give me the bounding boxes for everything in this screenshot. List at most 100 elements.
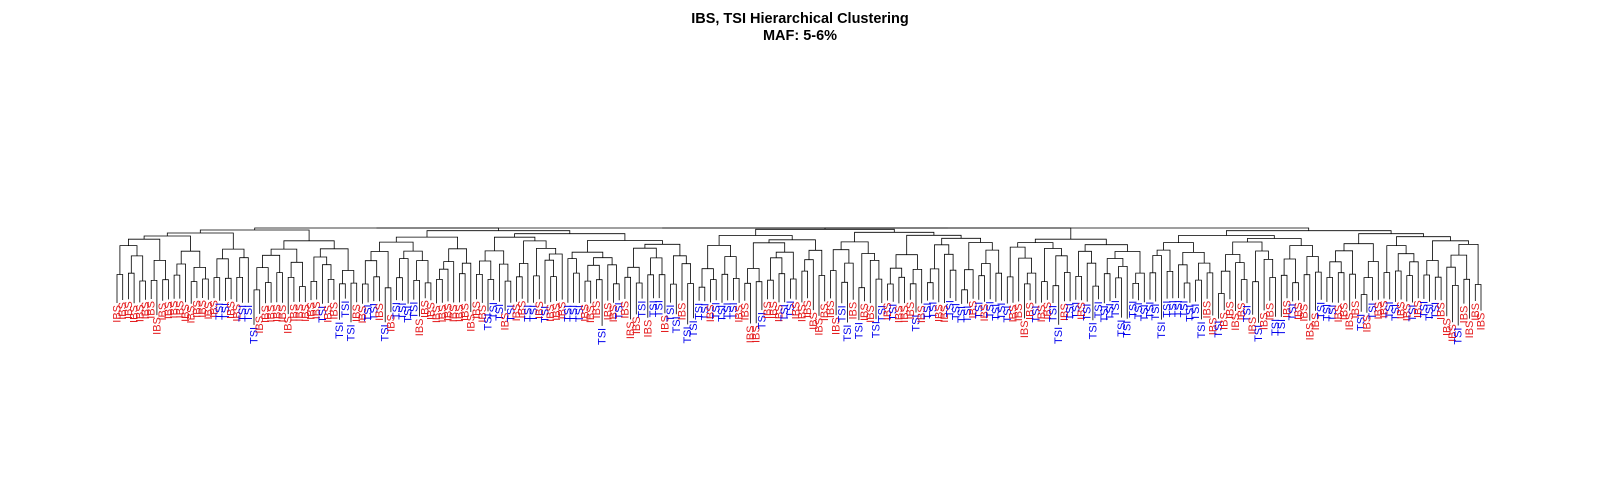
leaf-label-217: IBS <box>1350 301 1362 319</box>
leaf-label-85: TSI <box>597 328 609 345</box>
leaf-label-162: IBS <box>1036 305 1048 323</box>
dendrogram-branch-171 <box>1075 276 1082 301</box>
dendrogram-branch-36 <box>299 286 306 303</box>
dendrogram-branch-237 <box>1463 278 1470 319</box>
leaf-label-128: TSI <box>842 325 854 342</box>
dendrogram-branch-114 <box>752 242 786 269</box>
chart-subtitle: MAF: 5-6% <box>762 28 838 44</box>
leaf-label-22: TSI <box>237 305 249 322</box>
leaf-label-87: IBS <box>608 305 620 323</box>
leaf-label-83: IBS <box>585 305 597 323</box>
leaf-label-23: TSI <box>243 305 255 322</box>
dendrogram-branch-188 <box>1182 252 1205 265</box>
leaf-label-19: TSI <box>220 303 232 320</box>
dendrogram-branch-133 <box>861 253 875 288</box>
leaf-label-31: IBS <box>288 304 300 322</box>
leaf-label-92: TSI <box>637 301 649 318</box>
dendrogram-branch-187 <box>1166 271 1174 299</box>
leaf-label-118: TSI <box>785 301 797 318</box>
leaf-label-2: IBS <box>123 301 135 319</box>
dendrogram-branch-91 <box>644 243 681 256</box>
dendrogram-branch-34 <box>290 261 303 287</box>
dendrogram-branch-185 <box>1152 255 1162 320</box>
dendrogram-branch-145 <box>934 244 950 269</box>
leaf-label-123: IBS <box>814 318 826 336</box>
leaf-label-207: IBS <box>1293 302 1305 320</box>
dendrogram-branch-173 <box>1092 285 1099 321</box>
dendrogram-branch-100 <box>670 283 677 315</box>
dendrogram-branch-121 <box>778 273 786 303</box>
leaf-label-29: IBS <box>277 305 289 323</box>
dendrogram-branch-103 <box>824 227 1072 240</box>
dendrogram-branch-53 <box>403 250 423 261</box>
leaf-label-214: IBS <box>1333 305 1345 323</box>
dendrogram-branch-37 <box>319 248 349 271</box>
leaf-label-226: IBS <box>1401 304 1413 322</box>
dendrogram-branch-84 <box>573 272 580 303</box>
dendrogram-branch-10 <box>128 272 135 304</box>
dendrogram-branch-215 <box>1329 261 1342 278</box>
leaf-label-150: IBS <box>968 301 980 319</box>
leaf-label-43: IBS <box>357 306 369 324</box>
dendrogram-branch-151 <box>964 269 974 299</box>
dendrogram-branch-5 <box>143 235 191 252</box>
dendrogram-branch-113 <box>768 239 816 251</box>
leaf-label-56: IBS <box>431 305 443 323</box>
leaf-label-14: IBS <box>191 300 203 318</box>
leaf-label-78: IBS <box>557 302 569 320</box>
leaf-label-60: IBS <box>454 304 466 322</box>
dendrogram-branch-46 <box>395 236 458 249</box>
dendrogram-branch-85 <box>593 257 613 266</box>
dendrogram-branch-77 <box>533 275 540 303</box>
leaf-label-54: IBS <box>420 300 432 318</box>
leaf-label-50: TSI <box>397 303 409 320</box>
leaf-label-163: IBS <box>1042 302 1054 320</box>
leaf-label-189: TSI <box>1190 304 1202 321</box>
dendrogram-branch-26 <box>236 277 243 303</box>
dendrogram-branch-177 <box>1118 266 1128 319</box>
dendrogram-branch-11 <box>139 280 146 303</box>
leaf-label-171: TSI <box>1087 322 1099 339</box>
leaf-label-34: IBS <box>306 302 318 320</box>
leaf-label-146: TSI <box>945 300 957 317</box>
leaf-label-145: IBS <box>939 305 951 323</box>
leaf-label-149: TSI <box>962 306 974 323</box>
leaf-label-81: TSI <box>574 305 586 322</box>
leaf-label-157: IBS <box>1008 305 1020 323</box>
leaf-label-210: IBS <box>1310 313 1322 331</box>
dendrogram-branch-16 <box>176 263 186 303</box>
dendrogram-branch-83 <box>567 258 577 303</box>
leaf-label-147: TSI <box>950 303 962 320</box>
leaf-label-9: IBS <box>163 301 175 319</box>
dendrogram-branch-44 <box>350 282 358 323</box>
leaf-label-4: IBS <box>134 304 146 322</box>
leaf-label-137: IBS <box>893 305 905 323</box>
leaf-label-133: TSI <box>871 321 883 338</box>
leaf-label-98: TSI <box>671 316 683 333</box>
dendrogram-branch-218 <box>1349 273 1356 311</box>
leaf-label-148: TSI <box>956 306 968 323</box>
leaf-label-115: IBS <box>768 301 780 319</box>
leaf-label-206: TSI <box>1287 303 1299 320</box>
dendrogram-branch-236 <box>1452 285 1459 326</box>
dendrogram-branch-31 <box>253 289 261 325</box>
leaf-label-235: TSI <box>1453 328 1465 345</box>
dendrogram-branch-160 <box>1006 276 1014 304</box>
dendrogram-branch-148 <box>944 253 954 303</box>
leaf-label-82: IBS <box>580 304 592 322</box>
dendrogram-branch-149 <box>949 269 957 301</box>
dendrogram-branch-224 <box>1383 272 1391 300</box>
leaf-label-167: TSI <box>1065 303 1077 320</box>
leaf-label-212: TSI <box>1321 304 1333 321</box>
leaf-label-11: IBS <box>174 301 186 319</box>
dendrogram-branch-230 <box>1426 260 1439 278</box>
dendrogram-branch-71 <box>499 263 509 302</box>
dendrogram-branch-20 <box>202 278 209 300</box>
chart-title-block: IBS, TSI Hierarchical Clustering MAF: 5-… <box>0 11 1600 45</box>
leaf-label-179: TSI <box>1133 302 1145 319</box>
leaf-label-134: TSI <box>876 305 888 322</box>
dendrogram-branch-55 <box>396 277 403 301</box>
dendrogram-branch-95 <box>635 282 643 315</box>
leaf-label-151: TSI <box>973 302 985 319</box>
dendrogram-branch-22 <box>216 258 229 279</box>
